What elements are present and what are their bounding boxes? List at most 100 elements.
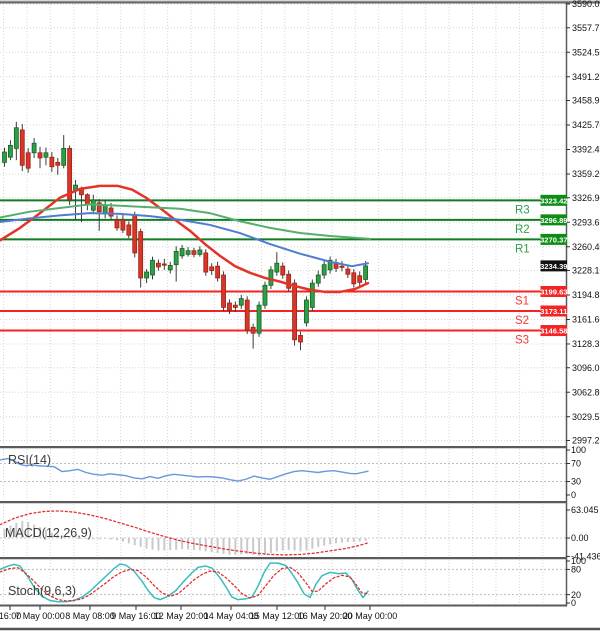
candle	[227, 299, 232, 315]
time-tick-label: 16:00	[0, 611, 21, 621]
candle	[179, 244, 185, 259]
candle	[8, 140, 13, 161]
ma-mid-blue	[0, 212, 369, 268]
price-tick-label: 3194.85	[572, 290, 600, 300]
svg-text:3296.89: 3296.89	[540, 216, 567, 225]
svg-text:3323.42: 3323.42	[540, 196, 567, 205]
candle	[43, 147, 49, 166]
price-badges: 3323.42 3296.89 3270.37 3199.63 3173.11 3146.…	[540, 194, 568, 337]
candle	[315, 270, 321, 287]
candle	[298, 331, 303, 351]
rsi-line	[0, 457, 369, 482]
current-price-badge: 3234.39	[540, 260, 568, 272]
candle	[156, 259, 161, 271]
candle	[173, 246, 179, 282]
candle	[132, 211, 138, 258]
stoch-indicator-label: Stoch(9,6,3)	[8, 584, 77, 598]
candle	[262, 281, 268, 309]
indicator-tick-label: 63.045	[571, 505, 599, 515]
candle	[327, 256, 333, 274]
candle	[55, 157, 61, 175]
candle	[286, 270, 292, 292]
candle	[37, 146, 43, 169]
candle	[31, 138, 37, 158]
level-label-R3: R3	[515, 204, 530, 216]
indicator-tick-label: 0.00	[571, 533, 589, 543]
candle	[250, 323, 256, 349]
candle	[357, 271, 363, 289]
price-tick-label: 3128.35	[572, 339, 600, 349]
time-tick-label: 12 May 20:00	[154, 611, 209, 621]
ma-fast-red	[0, 184, 370, 294]
time-tick-label: 15 May 12:00	[250, 611, 305, 621]
price-tick-label: 3228.10	[572, 266, 600, 276]
candle	[114, 215, 120, 231]
level-label-R1: R1	[515, 243, 530, 255]
support-resistance-lines	[0, 199, 566, 332]
indicator-tick-label: 30	[571, 477, 581, 487]
time-tick-label: 7 May 00:00	[15, 611, 65, 621]
indicator-tick-label: 100	[571, 445, 586, 455]
candle	[197, 246, 203, 257]
candle	[120, 213, 126, 234]
candle	[191, 247, 197, 258]
level-badge-R3: 3323.42	[540, 194, 568, 206]
stoch-d-line	[0, 566, 369, 602]
level-badge-S2: 3173.11	[540, 305, 568, 317]
price-tick-label: 3293.65	[572, 217, 600, 227]
macd-signal-line	[0, 510, 369, 556]
candle	[185, 247, 191, 257]
svg-text:3270.37: 3270.37	[540, 235, 567, 244]
candle	[209, 263, 215, 276]
price-tick-label: 3590.05	[572, 0, 600, 9]
time-tick-label: 20 May 00:00	[343, 611, 398, 621]
price-tick-label: 3524.50	[572, 47, 600, 57]
time-axis[interactable]: 16:007 May 00:00 8 May 08:009 May 16:0012…	[0, 606, 397, 621]
candle	[321, 261, 327, 279]
level-label-S1: S1	[515, 295, 529, 307]
svg-text:3234.39: 3234.39	[540, 262, 567, 271]
candle	[280, 262, 286, 279]
candle	[167, 261, 173, 274]
candle	[138, 228, 144, 288]
indicator-tick-label: 100	[571, 556, 586, 566]
price-tick-label: 3458.95	[572, 96, 600, 106]
candle	[49, 152, 55, 172]
rsi-indicator-label: RSI(14)	[8, 453, 52, 467]
level-badge-R1: 3270.37	[540, 233, 568, 245]
indicator-tick-label: 80	[571, 565, 581, 575]
candle	[351, 269, 357, 288]
indicator-tick-label: -41.436	[571, 552, 600, 562]
candle	[339, 261, 345, 272]
candle	[61, 135, 67, 169]
candle	[150, 256, 155, 280]
price-tick-label: 3161.60	[572, 315, 600, 325]
candle	[84, 193, 90, 211]
candle	[345, 265, 351, 278]
candle	[19, 124, 25, 172]
candle	[161, 258, 167, 270]
candle	[13, 121, 19, 161]
candle	[363, 261, 369, 285]
candle	[292, 279, 297, 346]
candle	[203, 249, 209, 276]
level-badge-S3: 3146.58	[540, 325, 568, 337]
level-badge-S1: 3199.63	[540, 285, 568, 297]
macd-indicator-label: MACD(12,26,9)	[5, 526, 92, 540]
price-axis[interactable]: 3590.05 3557.75 3524.50 3491.25 3458.95 3425.…	[566, 0, 600, 608]
candle	[144, 269, 149, 284]
time-tick-label: 8 May 08:00	[65, 611, 115, 621]
level-label-R2: R2	[515, 224, 530, 236]
price-tick-label: 3260.40	[572, 242, 600, 252]
time-tick-label: 14 May 04:00	[204, 611, 259, 621]
indicator-tick-label: 70	[571, 459, 581, 469]
price-tick-label: 2997.25	[572, 436, 600, 446]
candle	[232, 301, 238, 312]
price-tick-label: 3392.45	[572, 145, 600, 155]
candle	[25, 148, 31, 173]
level-label-S3: S3	[515, 335, 529, 347]
candle	[333, 258, 339, 273]
